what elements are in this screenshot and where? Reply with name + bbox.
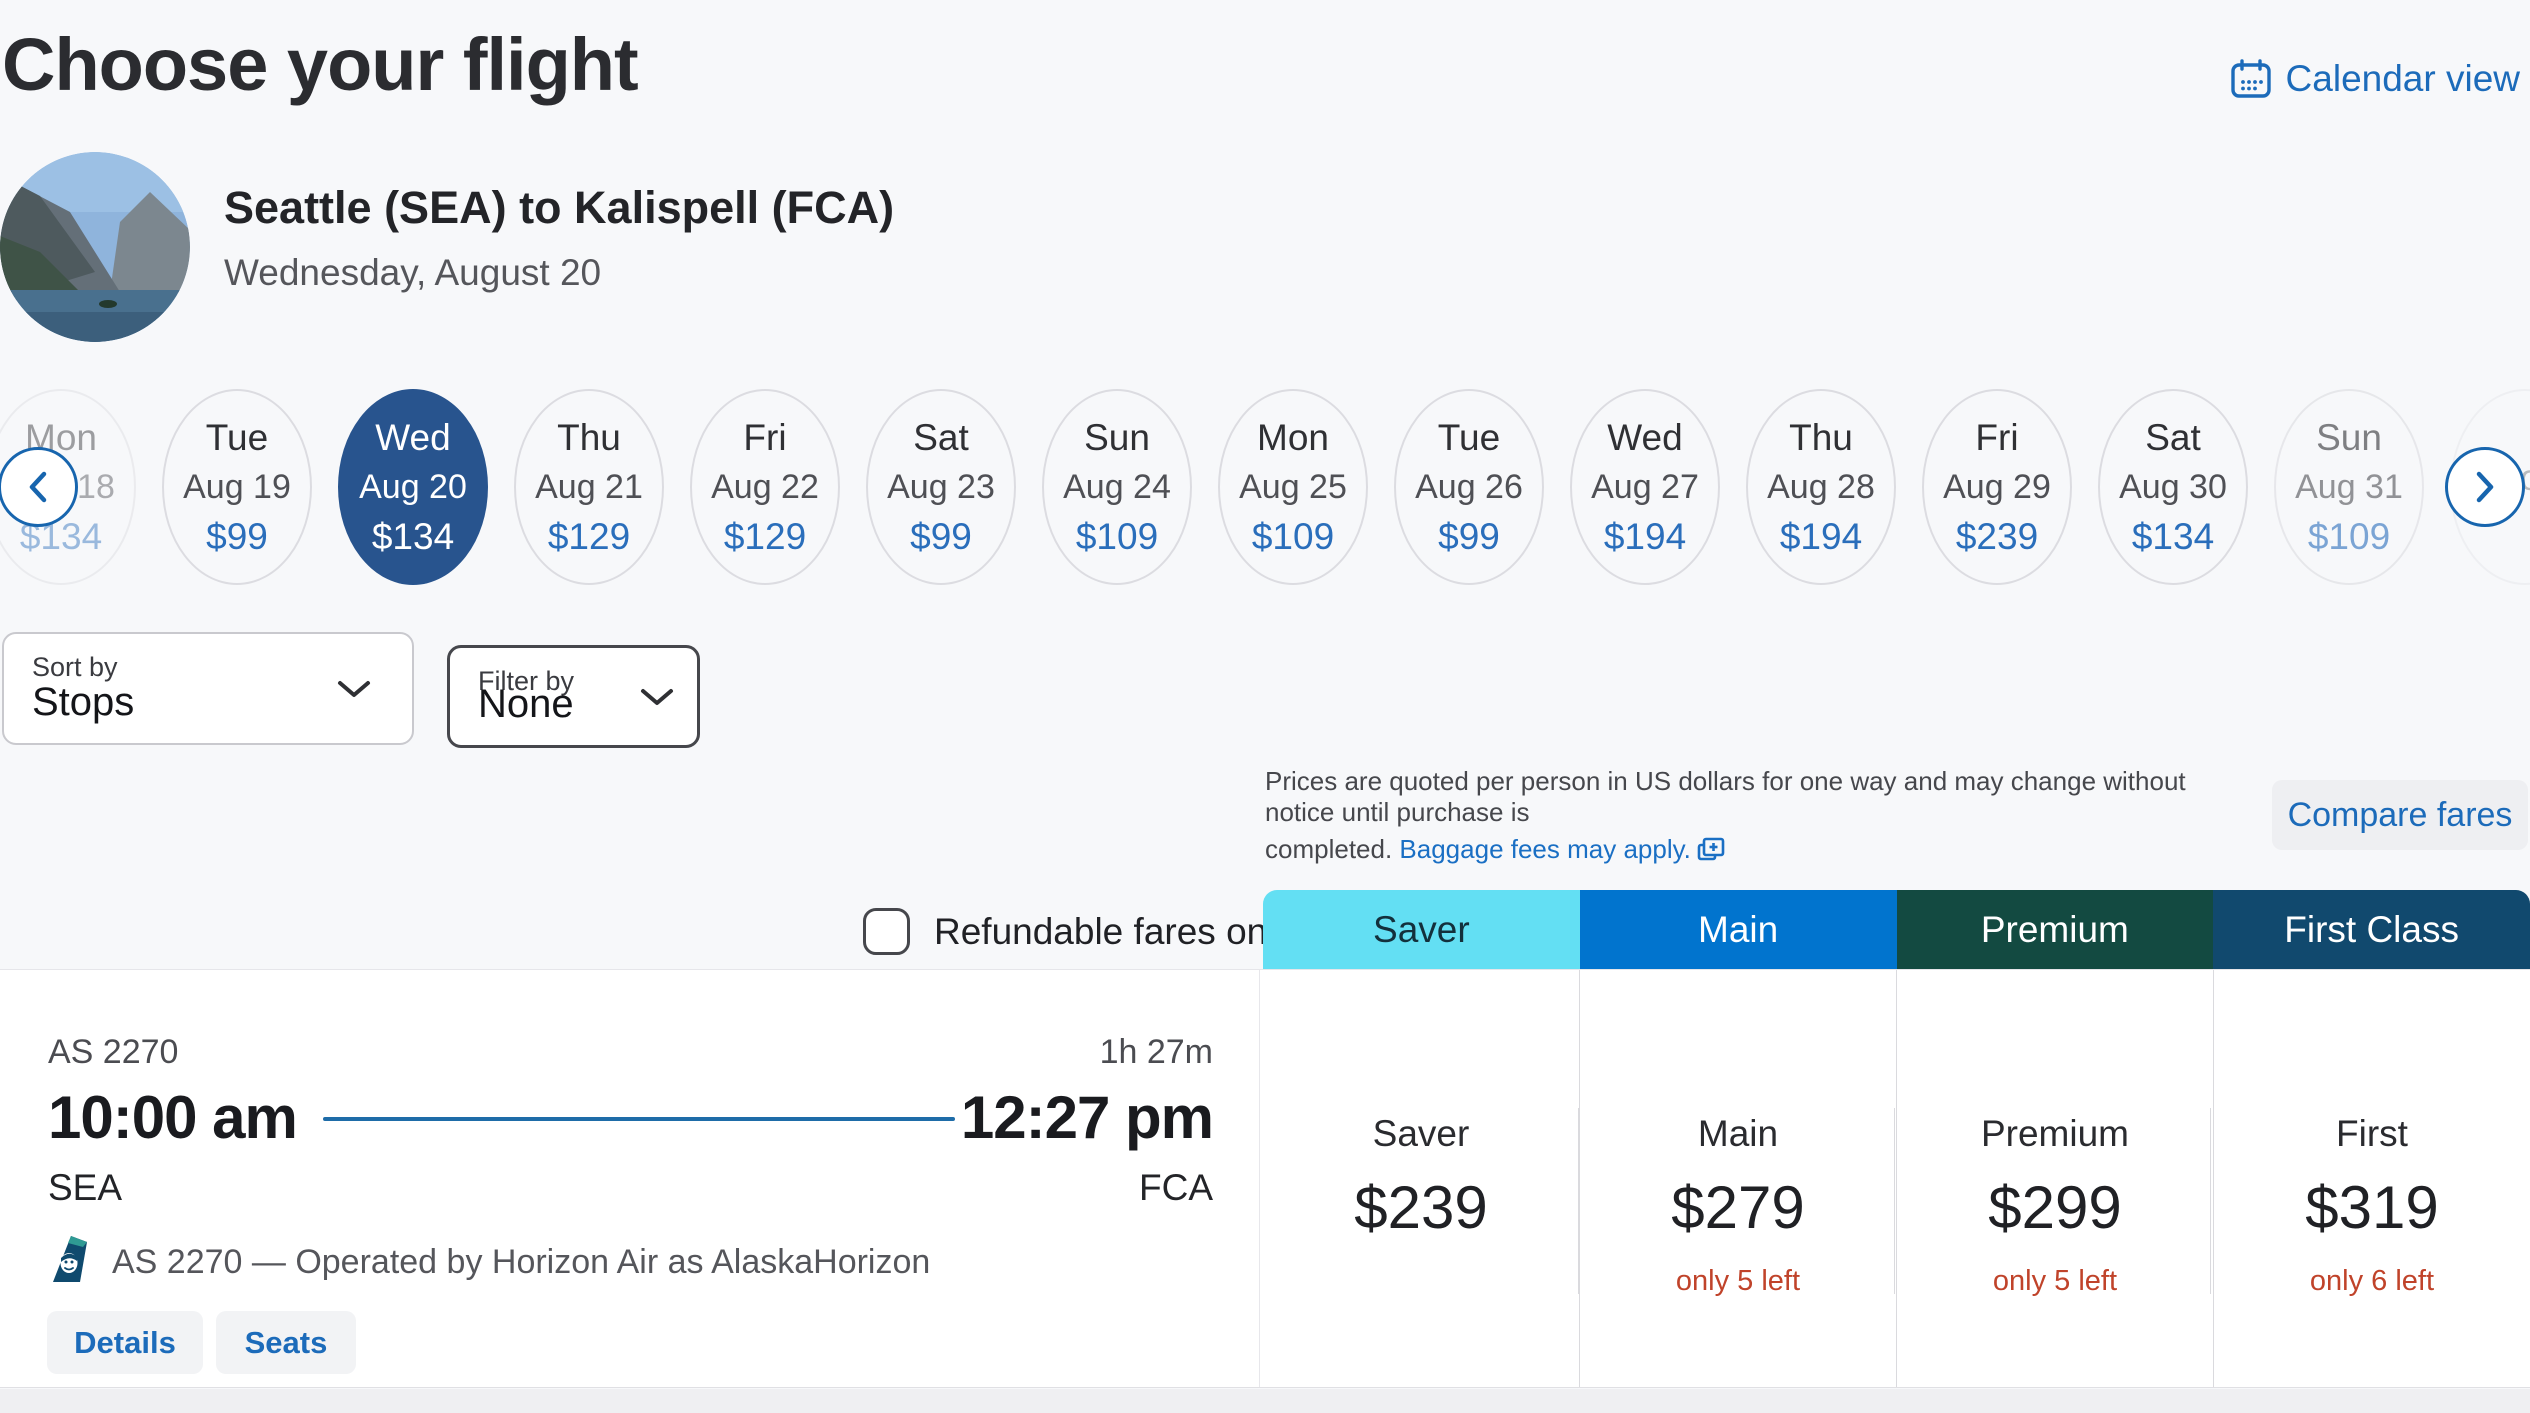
fare-remaining: only 5 left (1992, 1265, 2118, 1297)
chevron-down-icon (639, 687, 675, 707)
tab-first-class[interactable]: First Class (2213, 890, 2530, 969)
fare-option-premium[interactable]: Premium $299 only 5 left (1896, 970, 2213, 1387)
date-pill-aug26[interactable]: Tue Aug 26 $99 (1394, 389, 1544, 585)
date-pill-aug28[interactable]: Thu Aug 28 $194 (1746, 389, 1896, 585)
fare-class-tabs: Saver Main Premium First Class (1263, 890, 2530, 969)
filter-by-label: Filter by (478, 666, 575, 696)
date-pill-aug19[interactable]: Tue Aug 19 $99 (162, 389, 312, 585)
operated-by-text: AS 2270 — Operated by Horizon Air as Ala… (112, 1243, 931, 1281)
fare-price: $239 (1354, 1174, 1488, 1241)
sort-by-value: Stops (32, 680, 135, 724)
baggage-fees-link[interactable]: Baggage fees may apply. (1399, 834, 1725, 865)
fare-remaining: only 6 left (2309, 1265, 2435, 1297)
destination-code: FCA (1139, 1167, 1213, 1208)
seats-button[interactable]: Seats (216, 1311, 356, 1374)
refundable-label: Refundable fares only (934, 910, 1294, 952)
fare-option-first[interactable]: First $319 only 6 left (2213, 970, 2530, 1387)
card-divider (1259, 970, 1260, 1387)
date-carousel: Mon Aug 18 $134 Tue Aug 19 $99 Wed Aug 2… (0, 389, 2530, 585)
sort-by-dropdown[interactable]: Sort by Stops (2, 632, 414, 745)
compare-fares-button[interactable]: Compare fares (2272, 780, 2528, 850)
page-title: Choose your flight (2, 23, 639, 106)
fare-option-saver[interactable]: Saver $239 (1263, 970, 1579, 1387)
date-pill-aug31[interactable]: Sun Aug 31 $109 (2274, 389, 2424, 585)
date-pill-aug22[interactable]: Fri Aug 22 $129 (690, 389, 840, 585)
new-window-icon (1697, 837, 1725, 863)
sort-by-label: Sort by (32, 652, 118, 682)
filter-by-dropdown[interactable]: Filter by None (447, 645, 700, 748)
chevron-right-icon (2472, 469, 2498, 505)
destination-photo (0, 152, 190, 342)
fare-name: Premium (1980, 1113, 2130, 1154)
chevron-left-icon (25, 469, 51, 505)
details-button[interactable]: Details (47, 1311, 203, 1374)
origin-code: SEA (48, 1167, 123, 1208)
fare-name: Saver (1372, 1113, 1470, 1154)
pricing-notice: Prices are quoted per person in US dolla… (1265, 765, 2225, 876)
date-pill-aug20-selected[interactable]: Wed Aug 20 $134 (338, 389, 488, 585)
flight-result-row: AS 2270 1h 27m 10:00 am 12:27 pm SEA FCA… (0, 969, 2530, 1388)
refundable-filter: Refundable fares only (863, 908, 1294, 955)
fare-column-divider (1578, 1108, 1579, 1294)
tab-main[interactable]: Main (1579, 890, 1897, 969)
date-pill-aug24[interactable]: Sun Aug 24 $109 (1042, 389, 1192, 585)
route-title: Seattle (SEA) to Kalispell (FCA) (224, 182, 895, 233)
alaska-airlines-logo (46, 1232, 94, 1289)
date-pill-aug27[interactable]: Wed Aug 27 $194 (1570, 389, 1720, 585)
calendar-icon (2230, 58, 2272, 100)
fare-column-divider (2210, 1108, 2211, 1294)
fare-option-main[interactable]: Main $279 only 5 left (1579, 970, 1896, 1387)
tab-premium[interactable]: Premium (1896, 890, 2214, 969)
tab-saver[interactable]: Saver (1263, 890, 1580, 969)
calendar-view-link[interactable]: Calendar view (2230, 58, 2520, 100)
fare-price: $299 (1988, 1174, 2122, 1241)
pricing-notice-line2: completed. (1265, 834, 1393, 864)
route-date: Wednesday, August 20 (224, 252, 602, 293)
date-pill-aug29[interactable]: Fri Aug 29 $239 (1922, 389, 2072, 585)
arrival-time: 12:27 pm (960, 1084, 1214, 1151)
departure-time: 10:00 am (48, 1084, 298, 1151)
fare-price: $279 (1671, 1174, 1805, 1241)
fare-options: Saver $239 Main $279 only 5 left Premium… (1263, 970, 2530, 1387)
date-pill-aug21[interactable]: Thu Aug 21 $129 (514, 389, 664, 585)
date-pill-aug30[interactable]: Sat Aug 30 $134 (2098, 389, 2248, 585)
flight-number: AS 2270 (48, 1033, 179, 1071)
carousel-next-button[interactable] (2445, 447, 2525, 527)
fare-name: First (2336, 1113, 2408, 1154)
date-pill-aug25[interactable]: Mon Aug 25 $109 (1218, 389, 1368, 585)
route-line (323, 1117, 955, 1121)
carousel-prev-button[interactable] (0, 447, 78, 527)
fare-name: Main (1697, 1113, 1779, 1154)
flight-duration: 1h 27m (1099, 1033, 1213, 1071)
date-pill-aug23[interactable]: Sat Aug 23 $99 (866, 389, 1016, 585)
refundable-checkbox[interactable] (863, 908, 910, 955)
pricing-notice-line1: Prices are quoted per person in US dolla… (1265, 765, 2186, 827)
fare-remaining: only 5 left (1675, 1265, 1801, 1297)
calendar-view-label: Calendar view (2285, 58, 2520, 99)
filter-by-value: None (478, 682, 574, 726)
chevron-down-icon (336, 679, 372, 699)
page-background-strip (0, 1389, 2530, 1413)
fare-price: $319 (2305, 1174, 2439, 1241)
fare-column-divider (1894, 1108, 1895, 1294)
